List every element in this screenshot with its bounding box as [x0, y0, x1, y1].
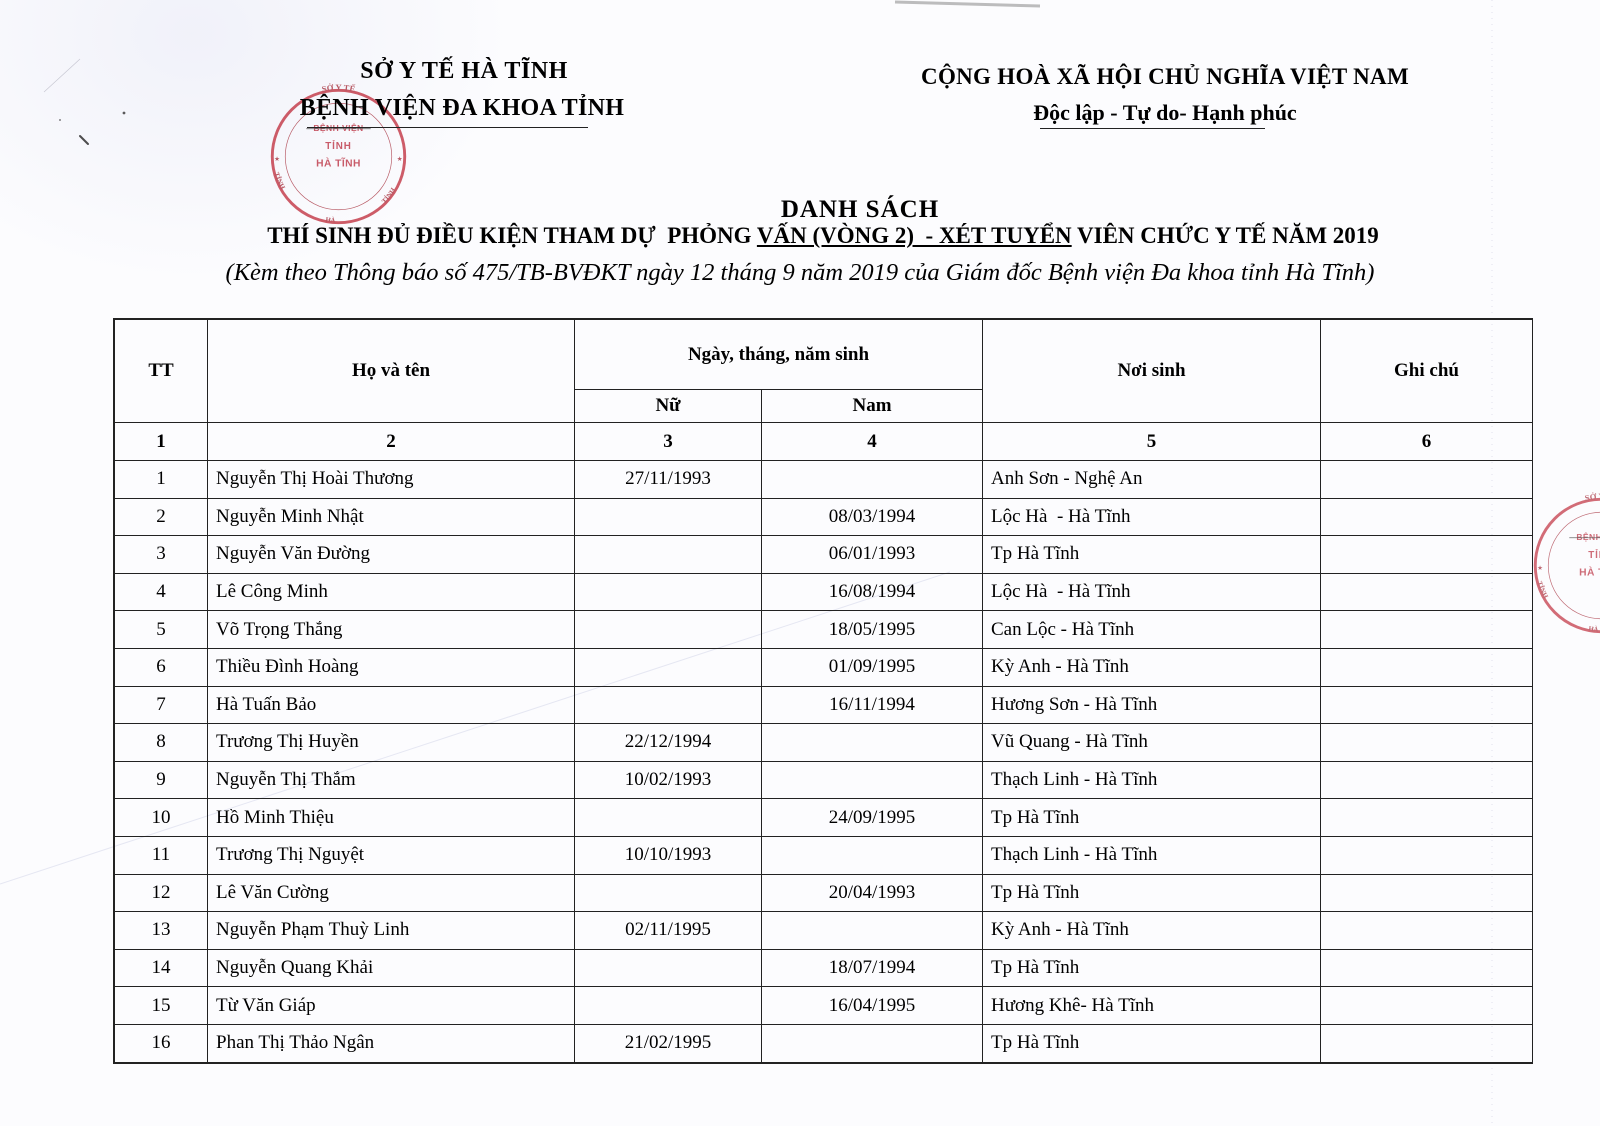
- svg-text:SỞ Y TẾ: SỞ Y TẾ: [1584, 491, 1600, 503]
- svg-text:★: ★: [1537, 564, 1543, 572]
- svg-text:HÀ TĨNH: HÀ TĨNH: [1579, 565, 1600, 578]
- svg-text:TỈNH: TỈNH: [1535, 580, 1549, 600]
- svg-text:TỈNH: TỈNH: [325, 140, 352, 152]
- svg-text:HÀ TĨNH: HÀ TĨNH: [316, 156, 361, 169]
- svg-text:★: ★: [397, 155, 403, 163]
- svg-text:TỈNH: TỈNH: [272, 171, 286, 191]
- svg-text:★: ★: [274, 155, 280, 163]
- svg-text:BỆNH VIỆN: BỆNH VIỆN: [1576, 531, 1600, 542]
- svg-text:TỈNH: TỈNH: [1588, 549, 1600, 561]
- svg-text:HÀ: HÀ: [1588, 625, 1599, 633]
